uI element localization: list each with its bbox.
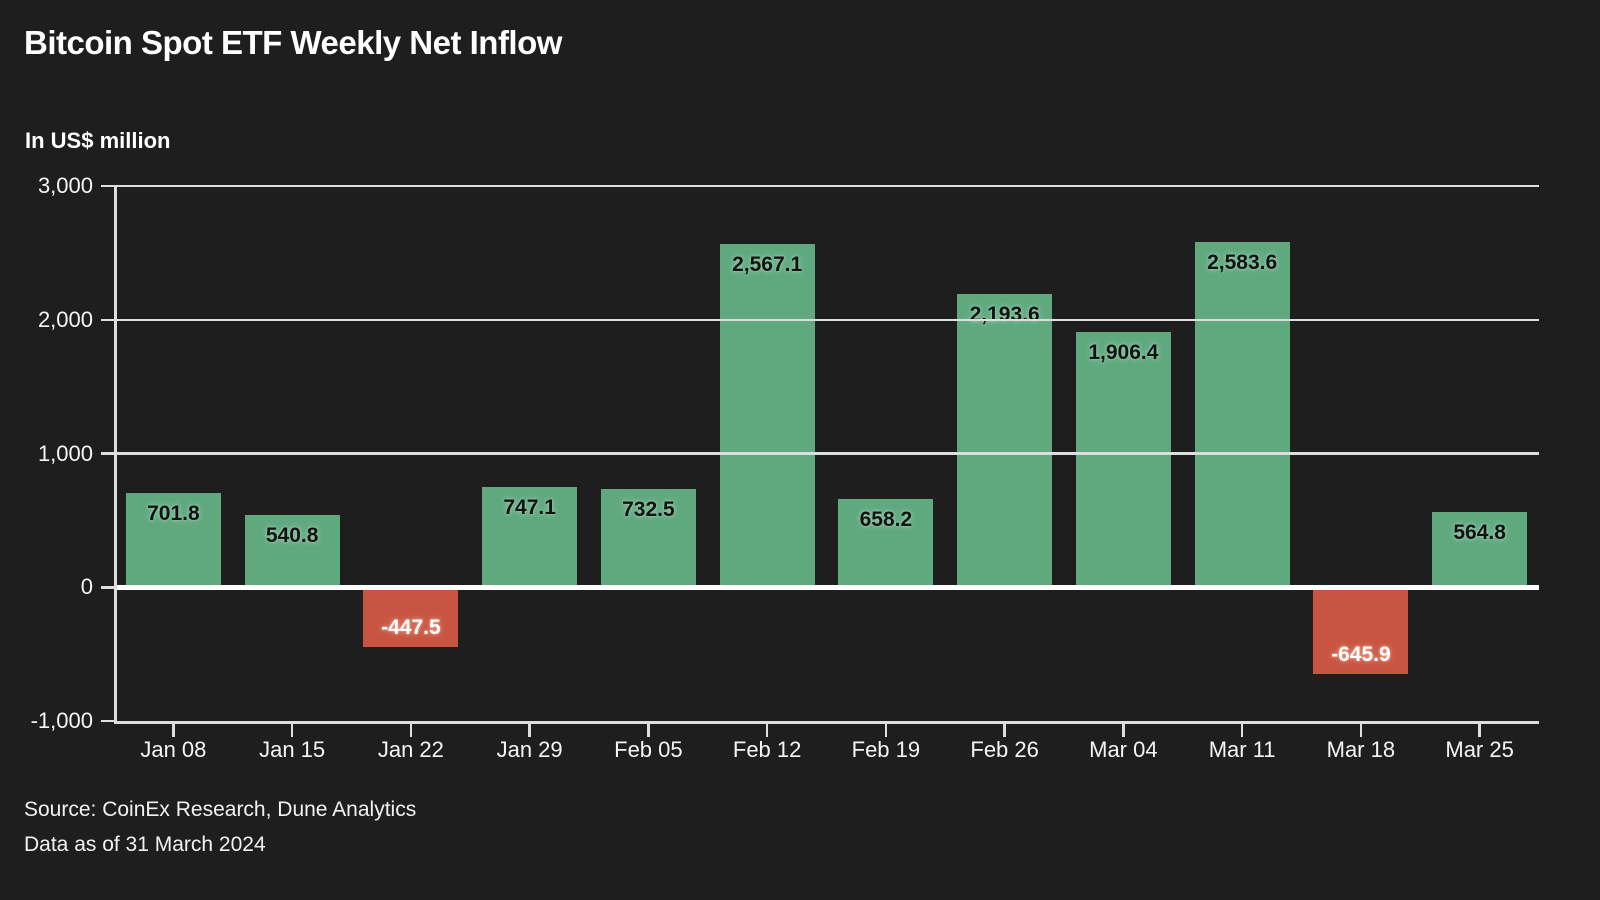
x-axis-label: Mar 18 xyxy=(1326,737,1396,762)
x-tick xyxy=(409,724,413,737)
bar-jan-15 xyxy=(244,514,340,588)
x-tick xyxy=(647,724,650,737)
y-tick xyxy=(101,586,114,589)
x-tick xyxy=(172,724,175,737)
bar-value-label: 701.8 xyxy=(147,502,200,526)
bar-value-label: -645.9 xyxy=(1331,642,1391,666)
y-tick xyxy=(101,184,114,188)
y-tick xyxy=(101,452,114,455)
x-axis-line xyxy=(114,721,1539,724)
bar-feb-05 xyxy=(600,489,696,588)
bar-mar-11 xyxy=(1194,241,1290,588)
bar-value-label: 564.8 xyxy=(1453,520,1506,544)
bar-value-label: 747.1 xyxy=(503,496,556,520)
x-axis-label: Feb 12 xyxy=(732,737,802,762)
x-tick xyxy=(1240,724,1244,737)
x-tick xyxy=(1359,724,1363,737)
bar-feb-19 xyxy=(838,499,934,588)
x-axis-label: Jan 15 xyxy=(259,737,326,762)
x-tick xyxy=(1003,724,1006,737)
bar-value-label: -447.5 xyxy=(381,616,441,640)
x-tick xyxy=(528,724,531,737)
x-axis-label: Mar 25 xyxy=(1445,737,1514,762)
bar-mar-18 xyxy=(1313,587,1409,674)
bar-value-label: 2,193.6 xyxy=(969,302,1040,326)
bar-jan-22 xyxy=(363,587,459,648)
y-axis-label: 0 xyxy=(80,574,93,600)
x-axis-label: Feb 19 xyxy=(851,737,921,762)
bar-mar-04 xyxy=(1075,332,1171,588)
x-axis-label: Jan 08 xyxy=(140,737,207,762)
bar-value-label: 732.5 xyxy=(622,498,675,522)
y-gridline xyxy=(114,184,1539,188)
x-axis-label: Jan 29 xyxy=(496,737,563,762)
x-tick xyxy=(290,724,294,737)
bar-mar-25 xyxy=(1432,511,1528,588)
chart-title: Bitcoin Spot ETF Weekly Net Inflow xyxy=(24,24,562,61)
bar-feb-26 xyxy=(957,293,1053,588)
y-gridline xyxy=(114,452,1539,455)
asof-note: Data as of 31 March 2024 xyxy=(24,833,266,856)
x-axis-label: Feb 26 xyxy=(970,737,1039,762)
x-tick xyxy=(1122,724,1125,737)
x-axis-label: Mar 04 xyxy=(1089,737,1158,762)
bar-jan-29 xyxy=(482,487,578,588)
bar-value-label: 540.8 xyxy=(265,523,319,547)
x-tick xyxy=(1478,724,1481,737)
y-axis-label: 3,000 xyxy=(37,173,93,198)
x-axis-label: Mar 11 xyxy=(1208,737,1276,762)
y-tick xyxy=(101,318,114,321)
y-axis-label: 2,000 xyxy=(37,306,93,332)
bar-value-label: 2,567.1 xyxy=(732,252,803,276)
chart-units-label: In US$ million xyxy=(25,128,171,153)
x-tick xyxy=(884,724,888,737)
y-axis-label: -1,000 xyxy=(30,708,93,733)
x-axis-label: Jan 22 xyxy=(377,737,444,762)
bar-feb-12 xyxy=(719,243,815,588)
bar-value-label: 658.2 xyxy=(859,508,913,532)
x-tick xyxy=(765,724,769,737)
bar-value-label: 1,906.4 xyxy=(1088,341,1159,365)
y-axis-label: 1,000 xyxy=(37,440,93,466)
y-axis-line xyxy=(114,186,117,724)
y-tick xyxy=(101,719,114,723)
zero-line xyxy=(114,584,1539,590)
bar-value-label: 2,583.6 xyxy=(1207,250,1278,274)
x-axis-label: Feb 05 xyxy=(614,737,683,762)
source-note: Source: CoinEx Research, Dune Analytics xyxy=(24,798,417,821)
y-gridline xyxy=(114,318,1539,321)
bar-jan-08 xyxy=(125,493,221,588)
